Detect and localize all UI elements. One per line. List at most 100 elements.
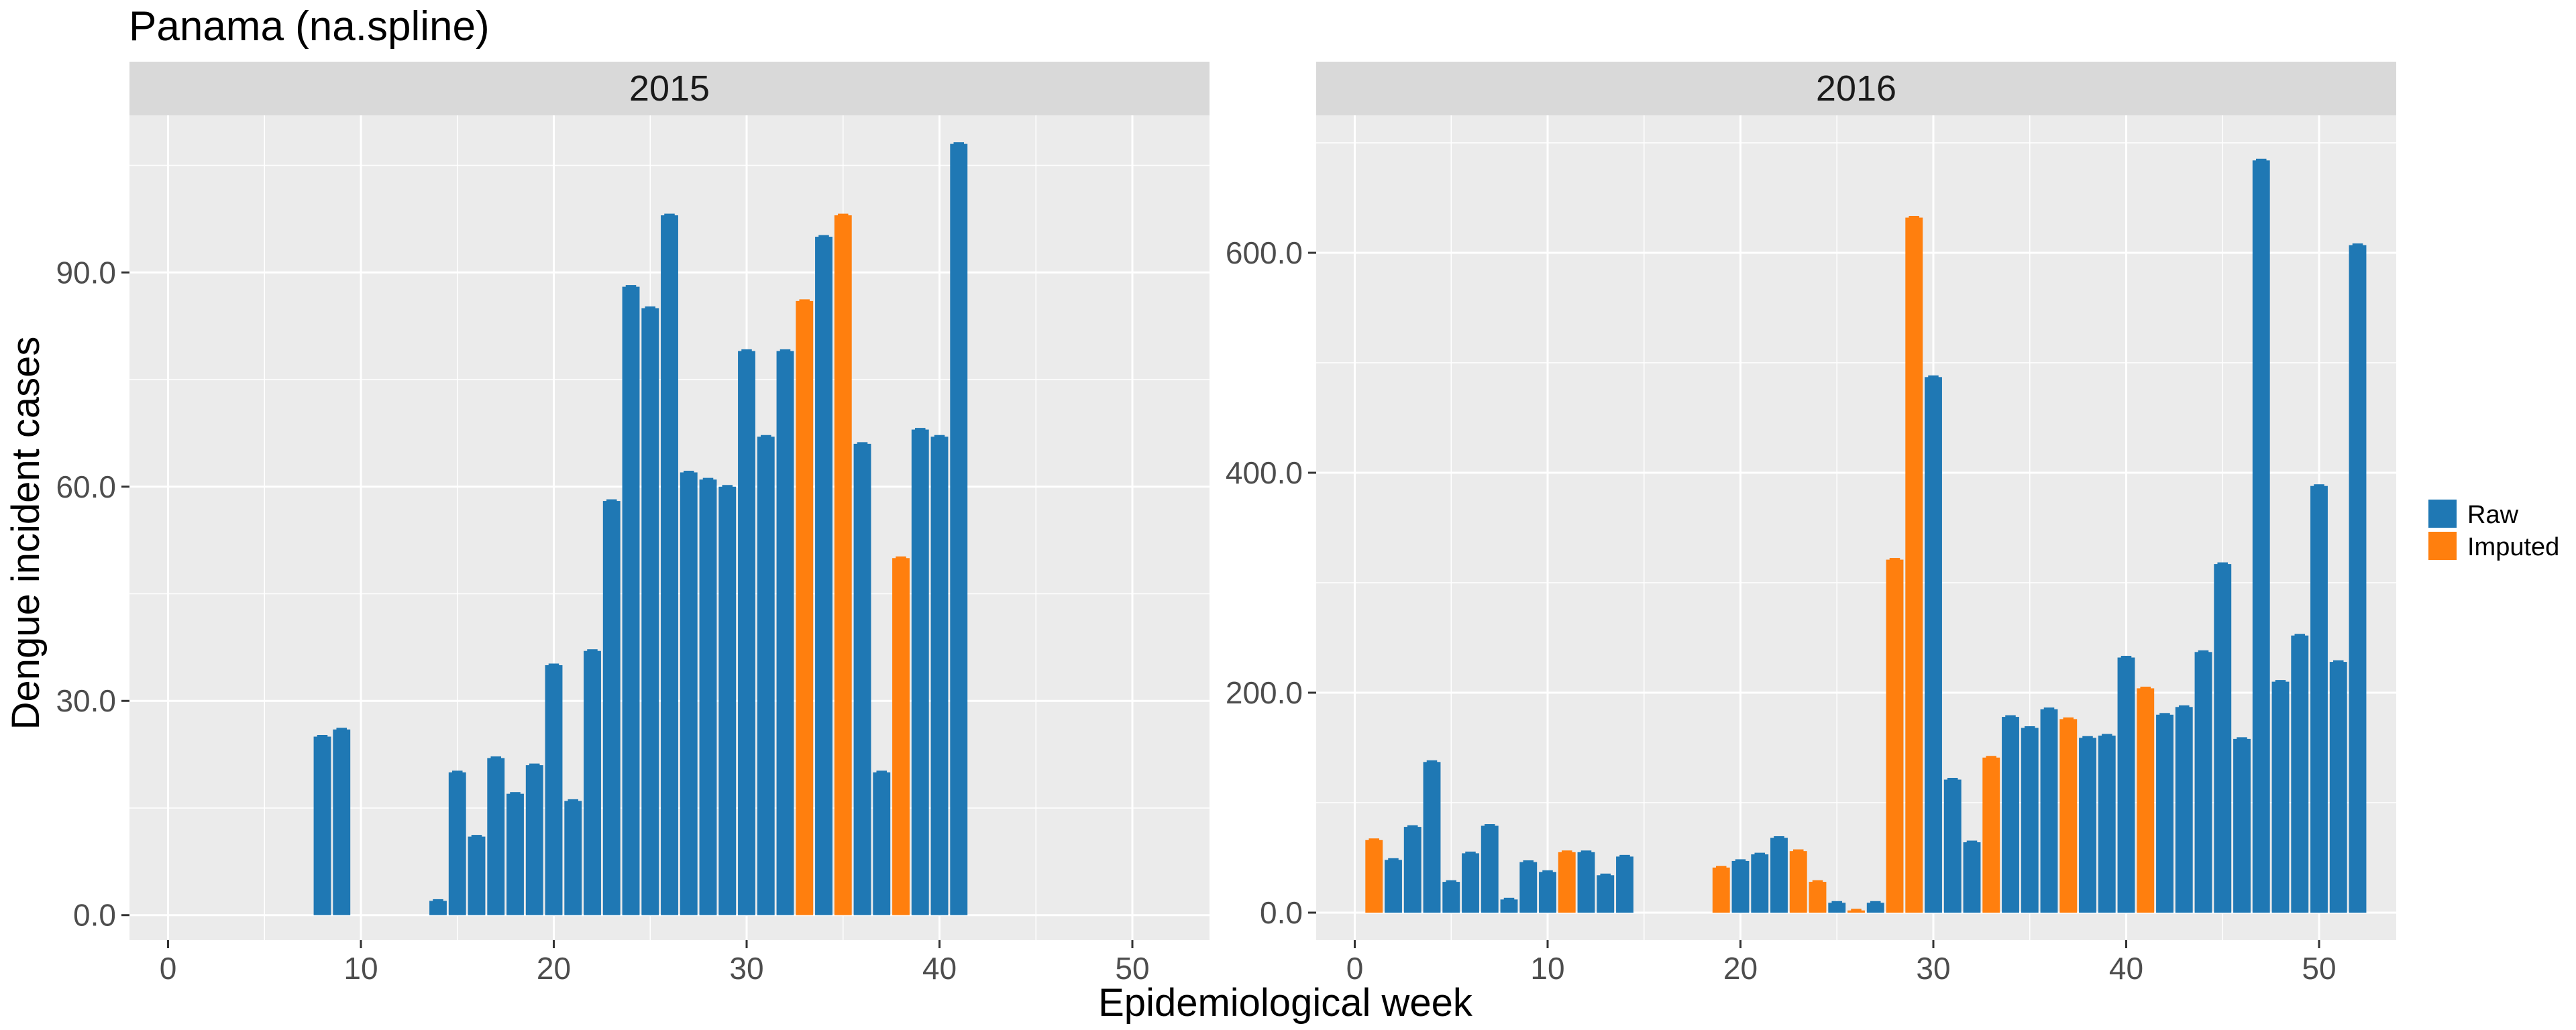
- x-tick-label: 20: [1723, 951, 1758, 986]
- bar-raw-week-34: [815, 237, 833, 915]
- x-tick-label: 40: [922, 951, 957, 986]
- bar-raw-week-49: [2291, 635, 2309, 913]
- bar-raw-week-52: [2349, 245, 2367, 913]
- x-tick-label: 50: [1115, 951, 1149, 986]
- y-tick-label: 0.0: [1260, 895, 1303, 930]
- bar-raw-week-20: [545, 665, 563, 915]
- bar-raw-week-21: [564, 801, 582, 915]
- bar-imputed-week-33: [1982, 757, 2000, 913]
- facet-strip-label: 2016: [1816, 68, 1896, 109]
- bar-raw-week-20: [1731, 860, 1750, 913]
- y-tick-label: 30.0: [56, 683, 116, 718]
- bar-raw-week-47: [2252, 160, 2270, 913]
- bar-imputed-week-24: [1809, 882, 1827, 913]
- bar-raw-week-23: [602, 501, 621, 915]
- bar-raw-week-39: [2098, 735, 2116, 913]
- bar-raw-week-32: [776, 351, 794, 915]
- bar-raw-week-19: [525, 765, 543, 915]
- bar-raw-week-41: [950, 144, 968, 915]
- bar-imputed-week-11: [1558, 852, 1576, 913]
- y-tick-label: 600.0: [1226, 235, 1303, 270]
- bar-raw-week-14: [429, 901, 447, 915]
- bar-raw-week-7: [1481, 825, 1499, 913]
- chart-title: Panama (na.spline): [129, 3, 490, 50]
- bar-raw-week-22: [584, 650, 601, 915]
- bar-raw-week-29: [718, 486, 737, 915]
- bar-raw-week-6: [1462, 853, 1479, 913]
- bar-raw-week-9: [1519, 862, 1538, 913]
- facet-strip: [1316, 62, 2396, 115]
- bar-raw-week-2: [1385, 860, 1402, 913]
- legend: Raw Imputed: [2428, 500, 2559, 561]
- bar-raw-week-10: [1539, 872, 1556, 913]
- bar-raw-week-44: [2194, 652, 2212, 913]
- bar-raw-week-46: [2233, 738, 2251, 913]
- bar-raw-week-32: [1963, 842, 1981, 913]
- bar-raw-week-42: [2156, 714, 2174, 913]
- bar-raw-week-18: [506, 793, 524, 915]
- bars: [313, 142, 968, 915]
- bar-raw-week-9: [333, 729, 351, 915]
- bar-imputed-week-23: [1789, 851, 1807, 913]
- y-tick-label: 200.0: [1226, 675, 1303, 710]
- x-tick-label: 30: [729, 951, 763, 986]
- bar-imputed-week-1: [1365, 840, 1383, 913]
- bar-imputed-week-38: [892, 558, 910, 915]
- x-axis-ticks: 0 10 20 30 40 50: [160, 940, 1150, 986]
- facet-strip-label: 2015: [629, 68, 710, 109]
- bar-raw-week-14: [1616, 856, 1633, 913]
- x-tick-label: 0: [160, 951, 177, 986]
- bar-raw-week-48: [2271, 681, 2290, 913]
- bar-raw-week-12: [1577, 852, 1595, 913]
- bar-raw-week-38: [2079, 738, 2096, 913]
- bar-imputed-week-29: [1905, 217, 1923, 913]
- x-tick-label: 10: [1530, 951, 1564, 986]
- bar-imputed-week-33: [796, 300, 814, 915]
- bar-raw-week-34: [2002, 717, 2019, 913]
- bar-raw-week-22: [1770, 838, 1788, 913]
- bar-raw-week-27: [1866, 903, 1884, 913]
- bar-raw-week-40: [2117, 657, 2135, 913]
- legend-label-imputed: Imputed: [2467, 533, 2559, 561]
- facet-panel-2016: 2016 0 10 20 30 40 50 0.0 200.0 400.0 600.0: [1226, 62, 2396, 986]
- y-tick-label: 0.0: [73, 898, 116, 933]
- bar-raw-week-35: [2021, 728, 2039, 913]
- legend-label-raw: Raw: [2467, 501, 2519, 529]
- bar-raw-week-31: [757, 437, 775, 915]
- bar-raw-week-45: [2214, 564, 2232, 913]
- y-axis-ticks: 0.0 30.0 60.0 90.0: [56, 255, 129, 933]
- bar-raw-week-40: [930, 437, 949, 915]
- y-axis-label: Dengue incident cases: [4, 337, 48, 730]
- bar-raw-week-25: [1828, 903, 1846, 913]
- facet-panel-2015: 2015 0 10 20 30 40 50 0.0 30.0 60.0 90.0: [56, 62, 1210, 986]
- bar-raw-week-31: [1943, 779, 1962, 913]
- bar-raw-week-51: [2329, 662, 2347, 913]
- bar-raw-week-39: [911, 429, 929, 915]
- x-tick-label: 10: [343, 951, 378, 986]
- bar-raw-week-15: [448, 772, 466, 915]
- bar-raw-week-16: [468, 836, 486, 915]
- facet-strip: [129, 62, 1210, 115]
- bar-raw-week-27: [680, 472, 698, 915]
- bar-raw-week-36: [853, 443, 871, 915]
- bar-raw-week-30: [1925, 377, 1942, 913]
- legend-key-imputed: [2428, 532, 2457, 560]
- bar-raw-week-3: [1403, 827, 1421, 913]
- bar-raw-week-50: [2310, 485, 2328, 913]
- bar-raw-week-13: [1597, 875, 1615, 913]
- x-tick-label: 50: [2302, 951, 2336, 986]
- legend-key-raw: [2428, 500, 2457, 528]
- x-tick-label: 0: [1346, 951, 1364, 986]
- bar-raw-week-4: [1423, 762, 1441, 913]
- bar-imputed-week-35: [834, 215, 852, 915]
- bar-raw-week-24: [622, 286, 640, 915]
- bar-raw-week-30: [738, 351, 755, 915]
- y-tick-label: 60.0: [56, 469, 116, 504]
- x-tick-label: 20: [537, 951, 571, 986]
- bar-imputed-week-19: [1712, 867, 1730, 913]
- bar-raw-week-36: [2040, 709, 2058, 913]
- bar-raw-week-21: [1751, 854, 1769, 913]
- bar-raw-week-37: [873, 772, 891, 915]
- bar-raw-week-5: [1442, 882, 1460, 913]
